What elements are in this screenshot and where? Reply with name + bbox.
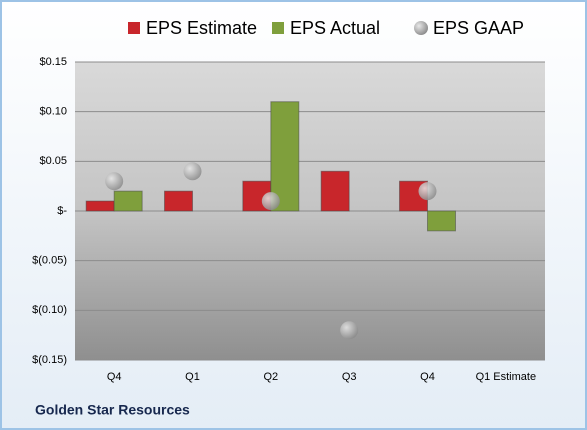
point: [340, 321, 359, 340]
y-tick-label: $-: [57, 205, 67, 217]
legend-marker: [128, 22, 140, 34]
legend-label: EPS Actual: [290, 18, 380, 38]
y-tick-label: $0.15: [39, 56, 67, 68]
x-tick-label: Q4: [107, 371, 122, 383]
bar: [320, 170, 350, 212]
legend-marker: [272, 22, 284, 34]
point: [418, 182, 437, 201]
x-tick-label: Q3: [342, 371, 357, 383]
y-tick-label: $(0.05): [32, 255, 67, 267]
y-tick-label: $(0.10): [32, 304, 67, 316]
bar: [270, 101, 300, 212]
point: [183, 162, 202, 181]
bar: [85, 200, 115, 212]
legend-label: EPS GAAP: [433, 18, 524, 38]
x-tick-label: Q1 Estimate: [476, 371, 537, 383]
bar: [113, 190, 143, 212]
point: [261, 192, 280, 211]
x-tick-label: Q2: [263, 371, 278, 383]
point: [105, 172, 124, 191]
bar: [427, 210, 456, 232]
x-tick-label: Q1: [185, 371, 200, 383]
x-tick-label: Q4: [420, 371, 435, 383]
bar: [164, 190, 193, 212]
y-tick-label: $0.05: [39, 155, 67, 167]
legend-marker: [414, 21, 428, 35]
y-tick-label: $0.10: [39, 106, 67, 118]
legend-label: EPS Estimate: [146, 18, 257, 38]
footer: Golden Star Resources: [35, 402, 190, 418]
y-tick-label: $(0.15): [32, 354, 67, 366]
